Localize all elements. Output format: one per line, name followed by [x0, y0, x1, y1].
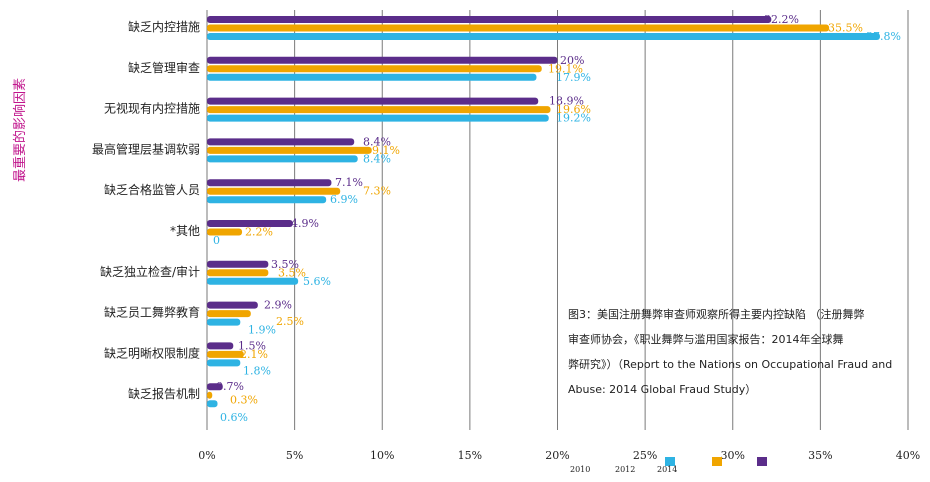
bar-2012: [207, 228, 243, 236]
category-label: 缺乏内控措施: [128, 19, 200, 34]
data-label-2012: 19.1%: [548, 62, 583, 75]
bar-2010: [207, 33, 880, 40]
data-label-2010: 19.2%: [556, 112, 591, 125]
data-labels: 32.2% 35.5%37.8% 20%19.1%17.9% 18.9%19.6%19…: [213, 13, 901, 424]
data-label-2014: 1.5%: [238, 339, 266, 352]
x-tick-label: 30%: [721, 449, 745, 462]
bar-2010: [207, 73, 537, 81]
category-label: 缺乏管理审查: [128, 60, 200, 75]
data-label-2012: 2.5%: [276, 315, 304, 328]
data-label-2010: 8.4%: [363, 152, 391, 165]
bar-2012: [207, 146, 372, 154]
bar-2010: [207, 277, 299, 285]
bar-2014: [207, 220, 293, 227]
bar-2010: [207, 359, 241, 367]
x-tick-label: 0%: [198, 449, 215, 462]
data-label-2012: 2.2%: [245, 226, 273, 239]
category-label: *其他: [170, 224, 200, 238]
bar-2014: [207, 342, 234, 350]
category-label: 缺乏明晰权限制度: [104, 345, 200, 360]
figure-caption: 图3：美国注册舞弊审查师观察所得主要内控缺陷 （注册舞弊 审查师协会，《职业舞弊…: [568, 302, 908, 402]
caption-line-1: 图3：美国注册舞弊审查师观察所得主要内控缺陷 （注册舞弊: [568, 308, 865, 321]
data-label-2010: 0.6%: [220, 411, 248, 424]
data-label-2014: 0.7%: [216, 380, 244, 393]
bar-2010: [207, 318, 241, 326]
category-label: 缺乏报告机制: [128, 386, 200, 401]
category-label: 缺乏独立检查/审计: [100, 264, 200, 279]
legend-label: 2014: [657, 465, 677, 474]
data-label-2014: 18.9%: [549, 95, 584, 108]
data-label-2012: 35.5%: [828, 22, 863, 35]
data-label-2012: 3.5%: [278, 266, 306, 279]
bar-2014: [207, 97, 539, 105]
category-label: 无视现有内控措施: [104, 101, 200, 116]
x-tick-label: 40%: [896, 449, 920, 462]
data-label-2010: 5.6%: [303, 275, 331, 288]
bar-2014: [207, 301, 258, 309]
x-tick-label: 20%: [545, 449, 569, 462]
bar-2010: [207, 155, 358, 163]
data-label-2010: 1.8%: [243, 364, 271, 377]
caption-line-3: 弊研究》）（Report to the Nations on Occupatio…: [568, 358, 893, 371]
data-label-2012: 7.3%: [363, 185, 391, 198]
category-label: 最高管理层基调软弱: [92, 141, 200, 156]
category-label: 缺乏合格监管人员: [104, 182, 200, 197]
data-label-2012: 9.1%: [372, 144, 400, 157]
x-tick-label: 25%: [633, 449, 657, 462]
data-label-2014: 4.9%: [291, 217, 319, 230]
data-label-2010: 6.9%: [330, 193, 358, 206]
data-label-2012: 0.3%: [230, 394, 258, 407]
bar-2014: [207, 260, 269, 268]
bar-2014: [207, 56, 558, 64]
bar-2012: [207, 310, 251, 318]
data-label-2010: 1.9%: [248, 324, 276, 337]
bar-2012: [207, 391, 213, 399]
x-tick-label: 35%: [808, 449, 832, 462]
bar-2012: [207, 106, 551, 114]
legend-swatch: [712, 457, 722, 466]
bar-2012: [207, 350, 244, 358]
x-tick-label: 10%: [370, 449, 394, 462]
data-label-2014: 2.9%: [264, 299, 292, 312]
data-label-2010: 37.8%: [866, 30, 901, 43]
bar-2014: [207, 16, 772, 23]
bar-2010: [207, 196, 327, 204]
category-label: 缺乏员工舞弊教育: [104, 305, 200, 320]
data-label-2012: 19.6%: [556, 103, 591, 116]
bar-2012: [207, 269, 269, 277]
data-label-2014: 7.1%: [335, 176, 363, 189]
bar-2014: [207, 179, 332, 187]
bar-2014: [207, 383, 223, 391]
legend-swatch: [757, 457, 767, 466]
bar-2010: [207, 400, 218, 408]
x-tick-label: 5%: [286, 449, 303, 462]
x-tick-label: 15%: [458, 449, 482, 462]
legend: 2010 2012 2014: [570, 457, 767, 474]
bar-2014: [207, 138, 355, 146]
data-label-2014: 8.4%: [363, 135, 391, 148]
data-label-2014: 20%: [560, 54, 584, 67]
data-label-2014: 3.5%: [271, 258, 299, 271]
y-axis-title: 最重要的影响因素: [12, 78, 28, 182]
bar-2012: [207, 187, 341, 195]
bar-2010: [207, 114, 549, 122]
data-label-2010: 17.9%: [556, 71, 591, 84]
x-tick-labels: 0% 5% 10% 15% 20% 25% 30% 35% 40%: [198, 449, 920, 462]
data-label-2010: 0: [213, 234, 220, 247]
caption-line-2: 审查师协会，《职业舞弊与滥用国家报告：2014年全球舞: [568, 333, 844, 346]
legend-swatch: [665, 457, 675, 466]
caption-line-4: Abuse: 2014 Global Fraud Study）: [568, 383, 757, 396]
legend-label: 2010: [570, 465, 590, 474]
bar-2012: [207, 24, 830, 32]
data-label-2012: 2.1%: [240, 348, 268, 361]
bar-2012: [207, 65, 542, 73]
data-label-2014: 32.2%: [764, 13, 799, 26]
legend-label: 2012: [615, 465, 635, 474]
bar-marks: [207, 16, 880, 408]
